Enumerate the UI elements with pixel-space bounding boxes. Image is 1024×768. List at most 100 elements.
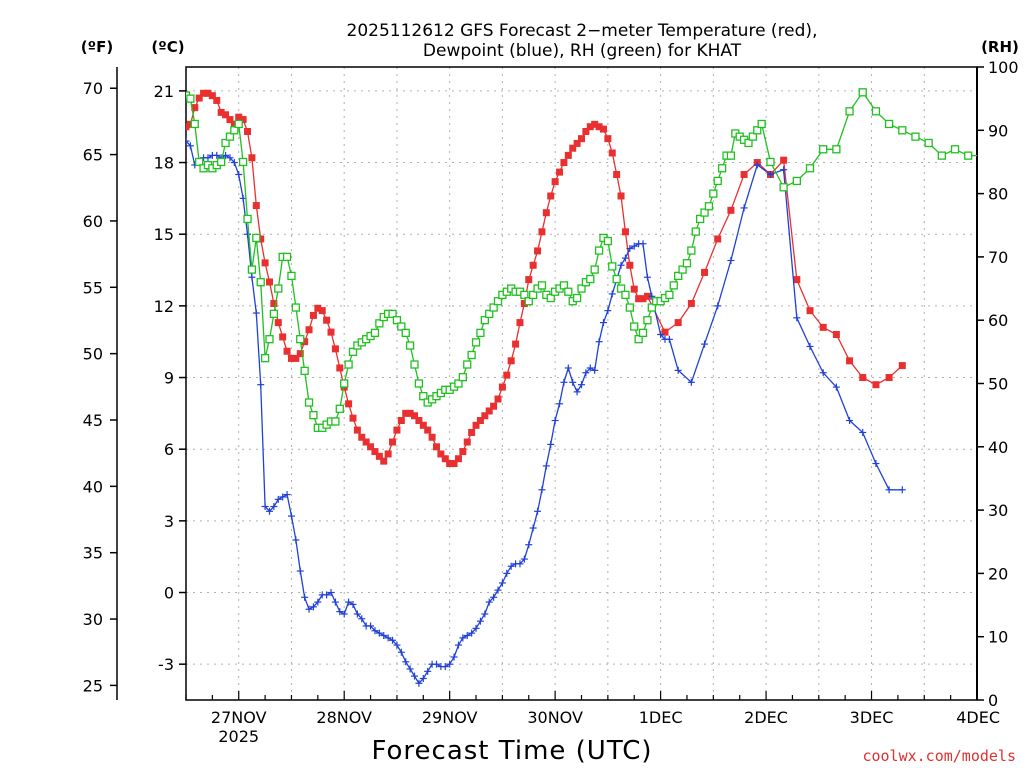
dewpoint-point bbox=[186, 137, 190, 145]
rh-tick-label: 70 bbox=[988, 248, 1008, 267]
temperature-point bbox=[336, 364, 344, 372]
dewpoint-point bbox=[665, 335, 673, 343]
dewpoint-point bbox=[701, 340, 709, 348]
series-temperature bbox=[186, 89, 906, 468]
temperature-point bbox=[595, 123, 603, 131]
rh-point bbox=[537, 281, 547, 290]
dewpoint-point bbox=[371, 627, 379, 635]
rh-point bbox=[678, 265, 687, 274]
rh-point bbox=[964, 151, 973, 160]
rh-point bbox=[397, 322, 406, 331]
temperature-point bbox=[261, 259, 269, 267]
rh-tick-label: 30 bbox=[988, 501, 1008, 520]
rh-point bbox=[766, 157, 775, 167]
credit-text: coolwx.com/models bbox=[862, 747, 1016, 765]
x-tick-sublabel: 2025 bbox=[218, 727, 259, 746]
temperature-point bbox=[437, 450, 445, 458]
temperature-point bbox=[323, 316, 331, 324]
temperature-point bbox=[885, 374, 893, 382]
rh-point bbox=[559, 281, 569, 290]
dewpoint-point bbox=[608, 290, 616, 298]
temperature-point bbox=[529, 261, 537, 269]
temperature-point bbox=[389, 438, 397, 446]
rh-point bbox=[871, 107, 881, 116]
dewpoint-point bbox=[415, 679, 423, 687]
dewpoint-point bbox=[402, 658, 410, 666]
dewpoint-point bbox=[226, 154, 234, 162]
temperature-point bbox=[819, 323, 827, 331]
fahrenheit-tick-label: 65 bbox=[83, 146, 103, 165]
rh-point bbox=[590, 265, 599, 274]
dewpoint-point bbox=[476, 617, 484, 625]
dewpoint-point bbox=[819, 369, 827, 377]
rh-point bbox=[405, 341, 415, 350]
temperature-point bbox=[314, 304, 322, 312]
rh-tick-label: 90 bbox=[988, 121, 1008, 140]
dewpoint-point bbox=[287, 512, 295, 520]
rh-point bbox=[243, 214, 252, 224]
dewpoint-point bbox=[186, 142, 194, 150]
rh-tick-label: 50 bbox=[988, 375, 1008, 394]
rh-point bbox=[643, 316, 652, 325]
temperature-point bbox=[331, 345, 339, 353]
temperature-point bbox=[459, 448, 467, 456]
temperature-point bbox=[573, 139, 581, 147]
celsius-tick-label: 15 bbox=[154, 225, 174, 244]
temperature-point bbox=[578, 135, 585, 143]
fahrenheit-tick-label: 60 bbox=[83, 212, 103, 231]
temperature-point bbox=[450, 460, 458, 468]
temperature-point bbox=[195, 94, 203, 102]
rh-point bbox=[247, 265, 257, 274]
rh-point bbox=[489, 303, 498, 312]
rh-point bbox=[287, 271, 296, 281]
x-tick-label: 27NOV bbox=[211, 708, 267, 727]
dewpoint-point bbox=[424, 667, 432, 675]
dewpoint-point bbox=[859, 428, 867, 436]
fahrenheit-tick-label: 25 bbox=[83, 676, 103, 695]
dewpoint-point bbox=[358, 615, 366, 623]
dewpoint-point bbox=[806, 342, 814, 350]
temperature-point bbox=[406, 409, 414, 417]
dewpoint-point bbox=[305, 605, 313, 613]
rh-point bbox=[950, 145, 960, 154]
rh-point bbox=[331, 417, 340, 426]
rh-point bbox=[687, 246, 696, 255]
dewpoint-point bbox=[599, 319, 607, 327]
dewpoint-point bbox=[270, 503, 278, 511]
rh-point bbox=[858, 88, 867, 97]
temperature-point bbox=[226, 116, 234, 124]
rh-point bbox=[937, 151, 946, 160]
temperature-point bbox=[248, 154, 256, 162]
rh-point bbox=[898, 126, 907, 135]
dewpoint-point bbox=[534, 507, 542, 515]
temperature-point bbox=[309, 311, 317, 319]
temperature-point bbox=[384, 450, 392, 458]
dewpoint-point bbox=[314, 598, 322, 606]
tick-labels: 25 30 35 40 45 50 55 60 65 70 -3 0 3 6 9 12 15 18 21 0 10 20 3… bbox=[83, 58, 1019, 746]
rh-point bbox=[911, 132, 920, 141]
temperature-point bbox=[604, 135, 612, 143]
temperature-point bbox=[305, 326, 313, 334]
rh-point bbox=[704, 202, 714, 211]
rh-point bbox=[924, 138, 933, 148]
rh-point bbox=[612, 274, 621, 284]
dewpoint-point bbox=[274, 495, 282, 503]
dewpoint-point bbox=[353, 610, 361, 618]
rh-point bbox=[265, 335, 274, 344]
temperature-point bbox=[872, 381, 880, 389]
temperature-point bbox=[301, 338, 309, 346]
rh-point bbox=[370, 328, 380, 338]
rh-tick-label: 10 bbox=[988, 628, 1008, 647]
rh-point bbox=[234, 119, 243, 129]
temperature-point bbox=[274, 319, 282, 327]
chart-subtitle: Dewpoint (blue), RH (green) for KHAT bbox=[423, 41, 742, 61]
rh-point bbox=[696, 214, 705, 224]
fahrenheit-tick-label: 30 bbox=[83, 610, 103, 629]
dewpoint-point bbox=[582, 369, 590, 377]
dewpoint-point bbox=[309, 603, 317, 611]
celsius-unit-label: (ºC) bbox=[151, 38, 184, 56]
rh-point bbox=[485, 309, 494, 319]
temperature-point bbox=[846, 357, 854, 365]
temperature-point bbox=[661, 328, 669, 336]
